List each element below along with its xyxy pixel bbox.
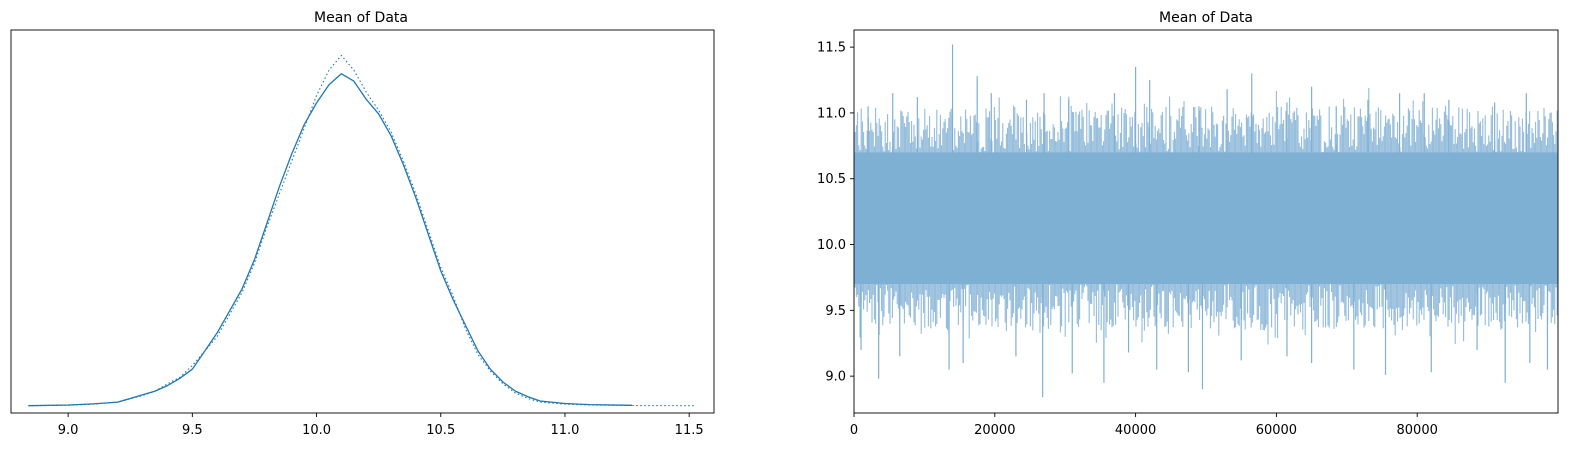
density-x-tick-label: 10.5: [426, 423, 455, 438]
trace-x-tick-label: 60000: [1256, 423, 1297, 438]
density-x-ticks: 9.0 9.5 10.0 10.5 11.0 11.5: [58, 413, 704, 438]
trace-title: Mean of Data: [1159, 10, 1253, 26]
trace-panel: Mean of Data 0 20000 40000 60000 80000 9.09.…: [817, 10, 1559, 438]
trace-x-ticks: 0 20000 40000 60000 80000: [850, 413, 1438, 438]
trace-series: [854, 44, 1558, 398]
density-title: Mean of Data: [314, 10, 408, 26]
trace-y-tick-label: 9.5: [825, 304, 846, 319]
trace-y-tick-label: 9.0: [825, 370, 846, 385]
density-dotted-line: [28, 54, 695, 407]
density-x-tick-label: 9.0: [58, 423, 79, 438]
density-lines: [28, 54, 695, 407]
density-x-tick-label: 11.5: [675, 423, 704, 438]
trace-y-ticks: 9.0 9.5 10.0 10.5 11.0 11.5: [817, 41, 854, 385]
density-axes-frame: [10, 29, 715, 414]
trace-axes-frame: [853, 29, 1559, 414]
density-panel: Mean of Data 9.0 9.5 10.0 10.5 11.0 11.5: [10, 10, 715, 438]
trace-x-tick-label: 20000: [974, 423, 1015, 438]
density-x-tick-label: 11.0: [550, 423, 579, 438]
trace-x-tick-label: 80000: [1397, 423, 1438, 438]
density-solid-line: [28, 73, 633, 407]
trace-y-tick-label: 11.5: [817, 41, 846, 56]
trace-x-tick-label: 0: [850, 423, 858, 438]
trace-y-tick-label: 10.5: [817, 172, 846, 187]
density-x-tick-label: 9.5: [182, 423, 203, 438]
trace-x-tick-label: 40000: [1115, 423, 1156, 438]
density-x-tick-label: 10.0: [302, 423, 331, 438]
trace-body: [854, 44, 1558, 398]
trace-y-tick-label: 11.0: [817, 106, 846, 121]
trace-y-tick-label: 10.0: [817, 238, 846, 253]
